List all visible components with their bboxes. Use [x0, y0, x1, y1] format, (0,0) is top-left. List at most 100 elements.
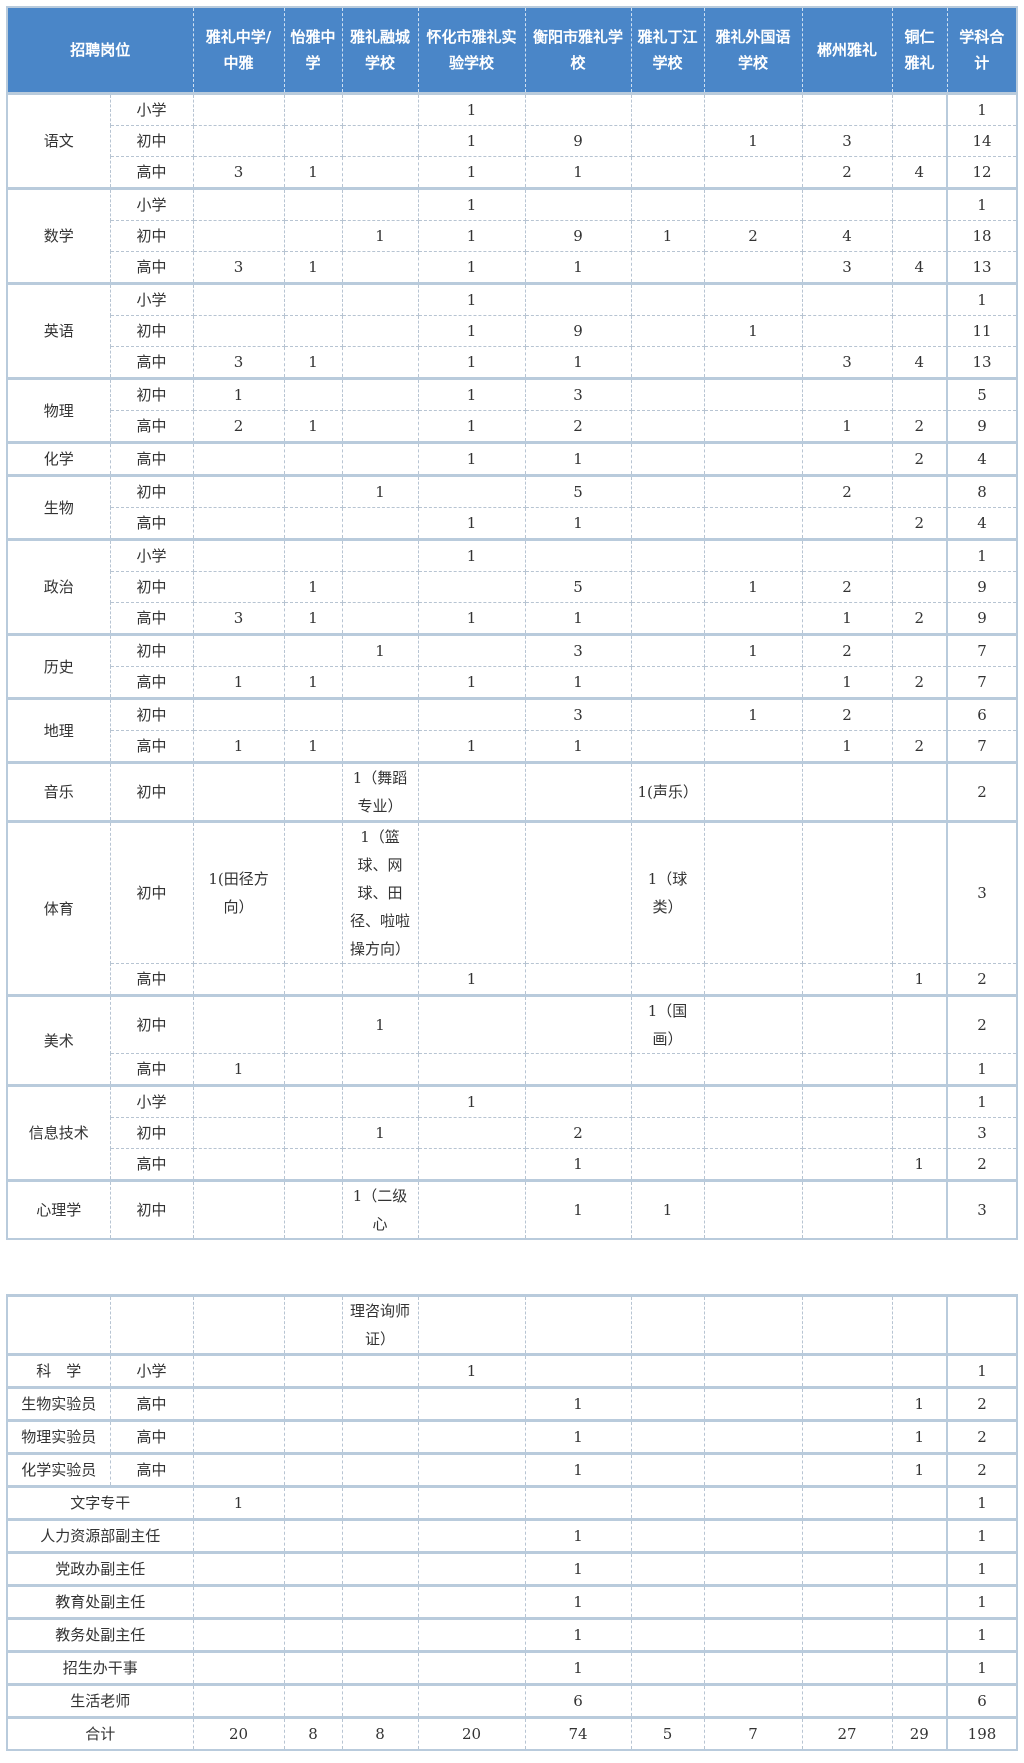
count-cell — [801, 92, 893, 126]
level-cell — [109, 1294, 194, 1355]
count-cell — [417, 1179, 526, 1240]
table-row: 高中 1 1 2 — [7, 963, 1018, 996]
count-cell — [341, 410, 419, 443]
level-cell: 初中 — [109, 761, 194, 822]
count-cell: 1 — [417, 538, 526, 572]
count-cell — [524, 92, 632, 126]
count-cell: 1 — [417, 602, 526, 635]
count-cell: 1 — [703, 571, 803, 603]
count-cell — [192, 1683, 285, 1718]
count-cell — [283, 1683, 343, 1718]
count-cell — [801, 1452, 893, 1487]
subject-cell: 物理实验员 — [6, 1419, 111, 1454]
subject-cell: 历史 — [6, 633, 111, 699]
count-cell — [891, 1551, 948, 1586]
count-cell: 1 — [801, 410, 893, 443]
subject-cell: 化学 — [6, 441, 111, 476]
count-cell: 1 — [417, 666, 526, 699]
count-cell — [192, 1353, 285, 1388]
count-cell — [341, 187, 419, 221]
count-cell — [630, 377, 705, 411]
table-row: 物理 初中 1 1 3 5 — [6, 377, 1018, 443]
count-cell — [192, 1584, 285, 1619]
count-cell — [891, 697, 948, 731]
count-cell — [283, 187, 343, 221]
count-cell: 理咨询师证） — [341, 1294, 419, 1355]
count-cell — [801, 1584, 893, 1619]
subject-cell: 政治 — [6, 538, 111, 635]
count-cell — [801, 994, 893, 1054]
count-cell — [341, 730, 419, 763]
count-cell — [192, 441, 285, 476]
count-cell: 1 — [703, 125, 803, 157]
count-cell: 1 — [417, 92, 526, 126]
subject-cell: 数学 — [6, 187, 111, 284]
count-cell — [891, 125, 948, 157]
count-cell — [283, 1485, 343, 1520]
table-row: 高中 1 1 1 1 1 2 7 — [7, 730, 1018, 763]
count-cell — [630, 602, 705, 635]
header-school: 雅礼融城学校 — [341, 6, 419, 94]
count-cell: 1 — [524, 441, 632, 476]
count-cell — [891, 761, 948, 822]
total-cell: 1 — [946, 1518, 1018, 1553]
header-position: 招聘岗位 — [6, 6, 194, 94]
count-cell — [341, 963, 419, 996]
count-cell: 1 — [341, 474, 419, 508]
table-row: 初中 1 5 1 2 9 — [7, 571, 1018, 603]
header-school: 雅礼中学/中雅 — [192, 6, 285, 94]
header-school: 铜仁雅礼 — [891, 6, 948, 94]
total-cell: 1 — [946, 1584, 1018, 1619]
count-cell: 7 — [703, 1716, 803, 1751]
count-cell — [891, 1179, 948, 1240]
level-cell: 高中 — [109, 1419, 194, 1454]
count-cell — [630, 1294, 705, 1355]
header-school: 郴州雅礼 — [801, 6, 893, 94]
table-row: 生物 初中 1 5 2 8 — [6, 474, 1018, 540]
total-cell: 4 — [946, 507, 1018, 540]
total-cell: 7 — [946, 666, 1018, 699]
position-cell: 招生办干事 — [6, 1650, 194, 1685]
count-cell: 2 — [891, 730, 948, 763]
count-cell — [192, 571, 285, 603]
level-cell: 小学 — [109, 538, 194, 572]
count-cell: 8 — [341, 1716, 419, 1751]
count-cell — [341, 1551, 419, 1586]
count-cell — [630, 1148, 705, 1181]
count-cell: 2 — [801, 156, 893, 189]
header-school: 雅礼丁江学校 — [630, 6, 705, 94]
count-cell — [801, 1053, 893, 1086]
subject-cell: 语文 — [6, 92, 111, 189]
count-cell — [341, 125, 419, 157]
count-cell — [703, 410, 803, 443]
count-cell — [891, 1650, 948, 1685]
count-cell: 1 — [417, 730, 526, 763]
count-cell — [703, 441, 803, 476]
recruitment-table-part-2: 理咨询师证）科 学小学 1 1 生物实验员 高中 1 1 2 物理实验员 高中 1 1 2 化学实验员 高中… — [6, 1294, 1018, 1751]
count-cell — [891, 377, 948, 411]
count-cell: 1 — [417, 1084, 526, 1118]
total-cell: 1 — [946, 1650, 1018, 1685]
count-cell — [703, 1650, 803, 1685]
count-cell: 1 — [630, 1179, 705, 1240]
count-cell — [703, 761, 803, 822]
level-cell: 高中 — [109, 1053, 194, 1086]
count-cell — [801, 820, 893, 964]
total-cell: 8 — [946, 474, 1018, 508]
table-row: 人力资源部副主任 1 1 — [6, 1518, 1018, 1553]
total-cell: 9 — [946, 410, 1018, 443]
grand-total-row: 合计 20 8 8 20 74 5 7 27 29 198 — [6, 1716, 1018, 1751]
level-cell: 初中 — [109, 315, 194, 347]
count-cell — [417, 1485, 526, 1520]
count-cell — [891, 820, 948, 964]
count-cell — [630, 92, 705, 126]
total-cell: 7 — [946, 730, 1018, 763]
count-cell: 1 — [417, 156, 526, 189]
position-cell: 文字专干 — [6, 1485, 194, 1520]
count-cell — [630, 1551, 705, 1586]
count-cell — [192, 125, 285, 157]
count-cell — [630, 474, 705, 508]
table-row: 信息技术 小学 1 1 — [6, 1084, 1018, 1181]
count-cell — [192, 474, 285, 508]
count-cell — [192, 994, 285, 1054]
